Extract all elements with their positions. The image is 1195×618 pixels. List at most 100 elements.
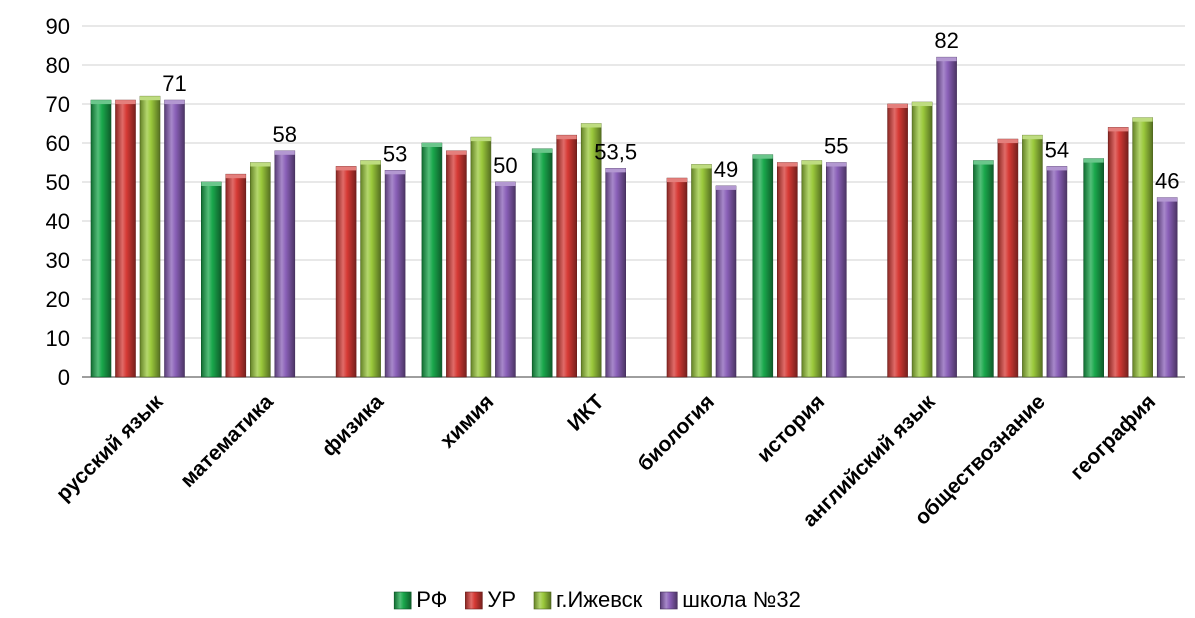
bar-cap xyxy=(716,185,736,190)
legend-swatch xyxy=(533,591,552,610)
legend-item: УР xyxy=(465,587,516,612)
data-labels: 71 58 53 50 53,5 49 55 82 54 46 xyxy=(162,28,1179,193)
bar-cap xyxy=(887,104,908,108)
bar-cap xyxy=(164,100,185,105)
legend-item: школа №32 xyxy=(659,587,801,612)
bar-cap xyxy=(1083,158,1104,163)
y-tick-label: 80 xyxy=(46,53,70,78)
bar-cap xyxy=(225,174,246,179)
bar xyxy=(421,142,443,378)
bar xyxy=(715,185,737,378)
legend-label: УР xyxy=(487,587,516,612)
bar xyxy=(1132,117,1153,378)
bar-cap xyxy=(1046,166,1067,171)
bar-cap xyxy=(1022,135,1043,140)
x-category-label: география xyxy=(1066,390,1160,484)
bar-cap xyxy=(385,170,406,175)
bar xyxy=(274,150,296,378)
data-label: 50 xyxy=(493,153,517,178)
bar-cap xyxy=(801,160,822,165)
bar xyxy=(936,56,957,378)
bar-cap xyxy=(973,160,994,165)
bar-cap xyxy=(691,164,712,169)
bar-cap xyxy=(360,160,381,165)
data-label: 46 xyxy=(1155,169,1179,194)
bar xyxy=(776,162,798,378)
bars xyxy=(90,56,1178,378)
bar-cap xyxy=(936,57,957,62)
x-category-label: химия xyxy=(436,390,498,452)
bar xyxy=(201,181,222,378)
legend-label: РФ xyxy=(416,587,447,612)
legend-item: г.Ижевск xyxy=(533,587,643,612)
y-tick-label: 60 xyxy=(46,131,70,156)
bar-cap xyxy=(826,162,847,167)
bar xyxy=(90,99,112,378)
bar xyxy=(1156,197,1178,378)
x-category-label: история xyxy=(753,390,830,467)
y-tick-label: 40 xyxy=(46,209,70,234)
bar-cap xyxy=(581,123,602,128)
bar-cap xyxy=(274,150,295,155)
bar-cap xyxy=(421,143,442,147)
bar-cap xyxy=(605,168,626,173)
x-category-label: ИКТ xyxy=(563,390,609,436)
y-tick-label: 10 xyxy=(46,326,70,351)
y-tick-label: 20 xyxy=(46,287,70,312)
bar-cap xyxy=(1108,127,1129,132)
bar xyxy=(911,101,933,378)
legend-swatch xyxy=(393,591,412,610)
bar xyxy=(752,154,774,378)
y-axis-ticks: 0 10 20 30 40 50 60 70 80 90 xyxy=(46,14,70,390)
bar xyxy=(1046,166,1068,378)
bar xyxy=(225,173,247,378)
bar-cap xyxy=(115,100,136,105)
bar-cap xyxy=(1132,117,1153,122)
legend-label: г.Ижевск xyxy=(556,587,643,612)
bar xyxy=(115,99,136,378)
bar-cap xyxy=(997,139,1018,144)
bar xyxy=(997,138,1019,378)
bar xyxy=(250,162,271,378)
bar-cap xyxy=(495,182,516,186)
bar xyxy=(495,181,516,378)
bar xyxy=(1083,158,1104,378)
x-category-label: физика xyxy=(317,390,388,461)
data-label: 71 xyxy=(162,71,186,96)
bar-cap xyxy=(1157,197,1178,202)
bar xyxy=(1107,127,1129,378)
bar-cap xyxy=(912,102,933,107)
bar xyxy=(470,136,492,378)
bar xyxy=(605,168,627,378)
x-category-label: русский язык xyxy=(52,390,168,506)
bar-cap xyxy=(201,182,222,186)
bar xyxy=(825,162,847,378)
bar xyxy=(691,164,712,378)
data-label: 53,5 xyxy=(594,139,637,164)
data-label: 82 xyxy=(934,28,958,53)
bar-cap xyxy=(667,178,687,183)
bar-cap xyxy=(470,137,491,142)
bar xyxy=(335,166,357,378)
bar xyxy=(887,103,908,378)
bar xyxy=(446,150,467,378)
data-label: 53 xyxy=(383,141,407,166)
bar-cap xyxy=(91,100,111,105)
legend: РФ УР г.Ижевск школа №32 xyxy=(393,587,801,612)
bar-cap xyxy=(752,154,773,159)
legend-label: школа №32 xyxy=(682,587,801,612)
bar xyxy=(666,177,688,378)
bar xyxy=(360,160,381,378)
x-category-label: математика xyxy=(176,390,278,492)
bar-cap xyxy=(446,150,467,155)
x-axis-categories: русский язык математика физика химия ИКТ биол… xyxy=(52,390,1160,532)
legend-swatch xyxy=(659,591,678,610)
bar xyxy=(164,99,185,378)
bar-cap xyxy=(250,162,271,167)
gridlines xyxy=(82,25,1185,378)
bar-cap xyxy=(777,162,798,167)
legend-item: РФ xyxy=(393,587,447,612)
bar xyxy=(1022,134,1043,378)
bar-cap xyxy=(532,148,553,153)
